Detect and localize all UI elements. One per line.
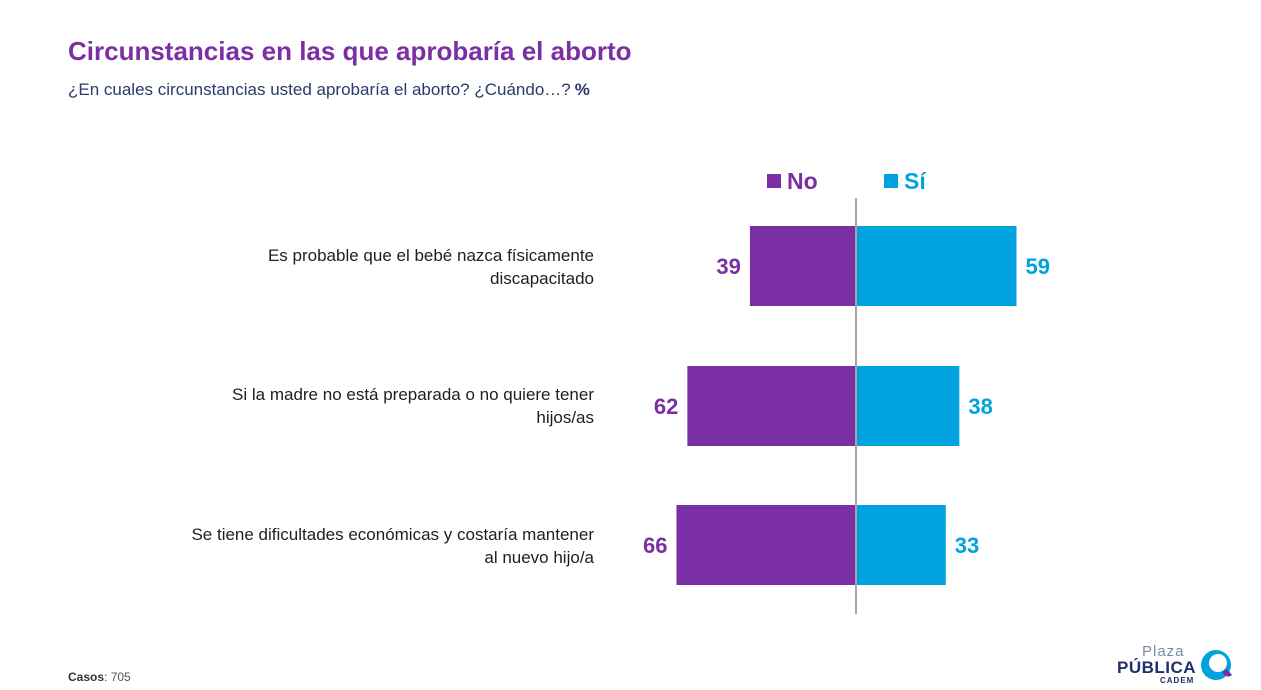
category-label: Se tiene dificultades económicas y costa… bbox=[74, 523, 594, 569]
subtitle-text: ¿En cuales circunstancias usted aprobarí… bbox=[68, 80, 571, 99]
category-label: Es probable que el bebé nazca físicament… bbox=[74, 244, 594, 290]
category-label-line: al nuevo hijo/a bbox=[484, 548, 594, 567]
legend-label-no: No bbox=[787, 167, 818, 194]
data-label-no: 66 bbox=[643, 533, 667, 558]
data-label-si: 59 bbox=[1025, 254, 1049, 279]
legend-item-no: No bbox=[767, 168, 818, 194]
bar-no bbox=[687, 366, 856, 446]
category-label: Si la madre no está preparada o no quier… bbox=[74, 383, 594, 429]
category-label-line: Se tiene dificultades económicas y costa… bbox=[191, 525, 594, 544]
category-label-line: Si la madre no está preparada o no quier… bbox=[232, 385, 594, 404]
chart-title: Circunstancias en las que aprobaría el a… bbox=[68, 36, 632, 66]
category-label-line: discapacitado bbox=[490, 269, 594, 288]
category-label-line: hijos/as bbox=[536, 408, 594, 427]
logo-text-cadem: CADEM bbox=[1160, 676, 1195, 685]
category-label-line: Es probable que el bebé nazca físicament… bbox=[267, 246, 594, 265]
cases-label: Casos bbox=[68, 670, 105, 684]
plaza-publica-logo: Plaza PÚBLICA CADEM bbox=[1112, 643, 1237, 687]
bar-no bbox=[749, 226, 856, 306]
bar-si bbox=[856, 366, 960, 446]
unit-label: % bbox=[574, 80, 590, 99]
legend-label-si: Sí bbox=[904, 167, 926, 194]
data-label-si: 38 bbox=[968, 394, 992, 419]
legend-swatch-si bbox=[884, 174, 898, 188]
cases-value: : 705 bbox=[104, 670, 131, 684]
logo-text-plaza: Plaza bbox=[1142, 643, 1185, 660]
bar-si bbox=[856, 226, 1017, 306]
legend-swatch-no bbox=[767, 174, 781, 188]
bar-no bbox=[676, 505, 856, 585]
data-label-no: 62 bbox=[654, 394, 678, 419]
data-label-no: 39 bbox=[716, 254, 740, 279]
logo-text-publica: PÚBLICA bbox=[1117, 658, 1197, 677]
chart-subtitle: ¿En cuales circunstancias usted aprobarí… bbox=[68, 80, 590, 100]
data-label-si: 33 bbox=[955, 533, 979, 558]
legend-item-si: Sí bbox=[884, 168, 926, 194]
logo-mark-icon bbox=[1201, 650, 1232, 680]
bar-si bbox=[856, 505, 946, 585]
cases-note: Casos: 705 bbox=[68, 670, 131, 684]
